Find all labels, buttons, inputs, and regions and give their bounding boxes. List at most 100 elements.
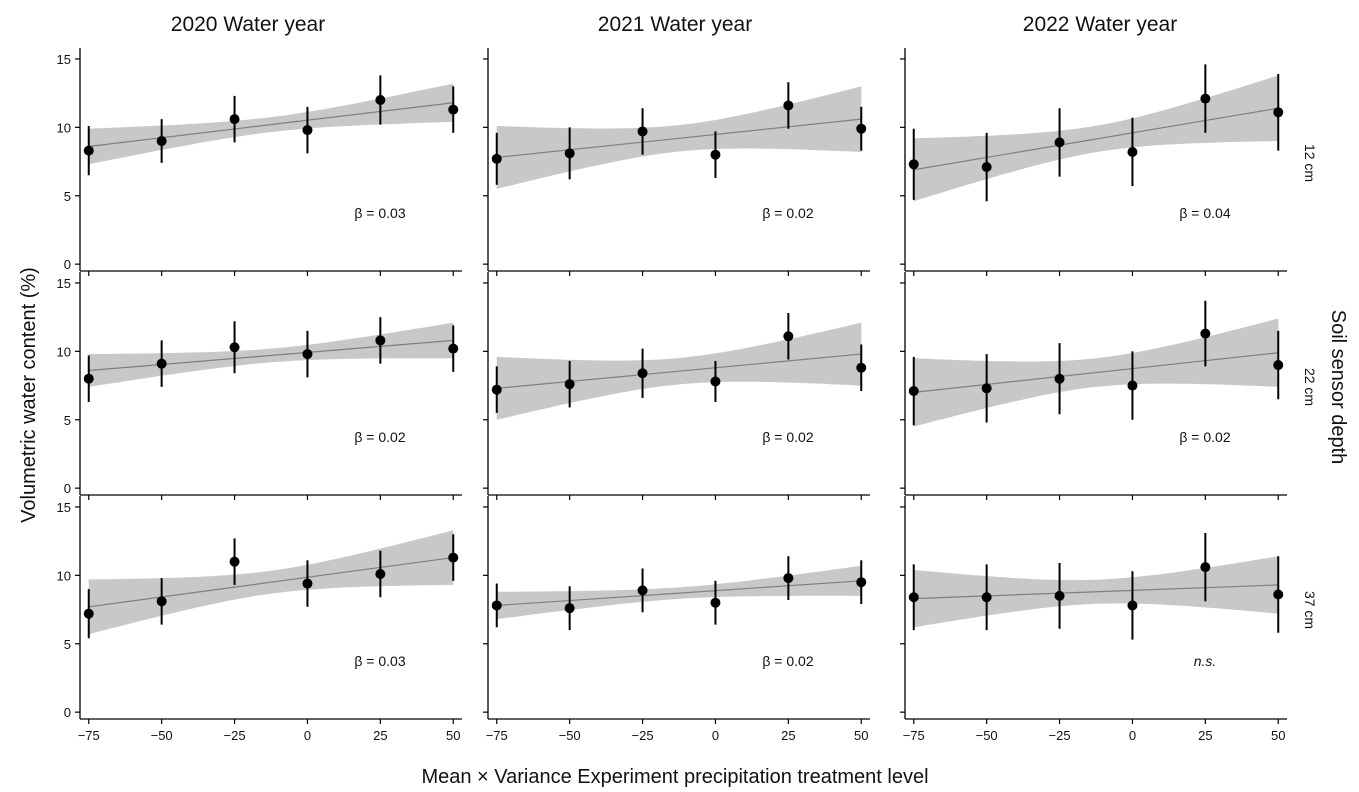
data-point [302, 578, 313, 589]
x-tick-label: −75 [486, 728, 508, 743]
beta-annotation: β = 0.02 [1179, 429, 1230, 445]
data-point [156, 358, 167, 369]
ci-band [496, 86, 862, 189]
y-tick-label: 10 [57, 568, 71, 583]
data-point [1273, 589, 1284, 600]
ci-band [496, 565, 862, 620]
column-title-2022: 2022 Water year [1023, 13, 1177, 36]
data-point [1127, 146, 1138, 157]
data-point [156, 596, 167, 607]
fit-line [88, 556, 454, 608]
fit-line [88, 339, 454, 372]
x-tick-label: −25 [632, 728, 654, 743]
ci-band [88, 83, 454, 165]
data-point [981, 383, 992, 394]
y-tick-label: 5 [64, 637, 71, 652]
x-tick-label: 0 [304, 728, 311, 743]
x-tick-label: −25 [1049, 728, 1071, 743]
panel-r2c2: β = 0.02 [483, 272, 870, 500]
data-point [1054, 590, 1065, 601]
beta-annotation: β = 0.02 [762, 653, 813, 669]
fit-line [88, 102, 454, 148]
data-point [564, 148, 575, 159]
data-point [302, 125, 313, 136]
beta-annotation: β = 0.03 [354, 653, 405, 669]
data-point [710, 597, 721, 608]
column-title-2020: 2020 Water year [171, 13, 325, 36]
data-point [83, 373, 94, 384]
data-point [856, 362, 867, 373]
x-tick-label: −25 [224, 728, 246, 743]
y-tick-label: 15 [57, 52, 71, 67]
y-tick-label: 5 [64, 189, 71, 204]
data-point [229, 114, 240, 125]
labels-layer: 2020 Water year 2021 Water year 2022 Wat… [18, 13, 1349, 788]
data-point [83, 608, 94, 619]
fit-line [496, 580, 862, 607]
data-point [981, 162, 992, 173]
fit-line [496, 353, 862, 389]
panel-r3c2: −75 −50 −25 0 25 50 β = 0.02 [483, 496, 870, 743]
fit-line [496, 118, 862, 159]
y-tick-label: 0 [64, 481, 71, 496]
data-point [1273, 107, 1284, 118]
x-tick-label: 50 [854, 728, 868, 743]
data-point [908, 159, 919, 170]
row-label-22cm: 22 cm [1302, 368, 1318, 406]
data-point [710, 149, 721, 160]
x-tick-label: −50 [151, 728, 173, 743]
data-point [448, 104, 459, 115]
panel-r2c1: 0 5 10 15 β = 0.02 [57, 272, 462, 500]
data-point [856, 123, 867, 134]
data-point [375, 94, 386, 105]
beta-annotation: β = 0.04 [1179, 205, 1230, 221]
data-point [637, 368, 648, 379]
y-tick-label: 15 [57, 500, 71, 515]
x-tick-label: 25 [373, 728, 387, 743]
data-point [448, 552, 459, 563]
y-tick-label: 5 [64, 413, 71, 428]
data-point [637, 126, 648, 137]
panel-r1c3: β = 0.04 [900, 48, 1287, 276]
data-point [783, 331, 794, 342]
data-point [491, 153, 502, 164]
y-tick-label: 0 [64, 257, 71, 272]
x-tick-label: 0 [712, 728, 719, 743]
ci-band [88, 322, 454, 387]
beta-annotation: β = 0.03 [354, 205, 405, 221]
data-point [229, 342, 240, 353]
beta-annotation: β = 0.02 [762, 429, 813, 445]
data-point [156, 136, 167, 147]
data-point [302, 349, 313, 360]
panel-r1c2: β = 0.02 [483, 48, 870, 276]
fit-line [913, 352, 1279, 393]
data-point [981, 592, 992, 603]
data-point [1273, 360, 1284, 371]
y-tick-label: 15 [57, 276, 71, 291]
data-point [1200, 93, 1211, 104]
x-tick-label: −50 [559, 728, 581, 743]
data-point [1127, 380, 1138, 391]
x-tick-label: −75 [903, 728, 925, 743]
data-point [783, 100, 794, 111]
x-tick-label: 50 [1271, 728, 1285, 743]
x-tick-label: 25 [781, 728, 795, 743]
x-tick-label: −50 [976, 728, 998, 743]
data-point [491, 600, 502, 611]
x-axis-title: Mean × Variance Experiment precipitation… [421, 766, 928, 788]
x-tick-label: 50 [446, 728, 460, 743]
panel-r3c1: 0 5 10 15 −75 −50 −25 0 25 50 β = 0.03 [57, 496, 462, 743]
row-strip-title: Soil sensor depth [1327, 310, 1349, 465]
beta-annotation: β = 0.02 [762, 205, 813, 221]
data-point [375, 335, 386, 346]
data-point [1054, 373, 1065, 384]
beta-annotation: n.s. [1194, 653, 1217, 669]
y-axis-title: Volumetric water content (%) [18, 267, 40, 523]
data-point [491, 384, 502, 395]
data-point [1127, 600, 1138, 611]
data-point [448, 343, 459, 354]
data-point [710, 376, 721, 387]
data-point [375, 568, 386, 579]
fit-line [913, 584, 1279, 600]
